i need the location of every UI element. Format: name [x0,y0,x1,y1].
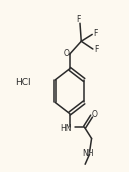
Text: HCl: HCl [15,78,31,87]
Text: F: F [76,15,81,24]
Text: HN: HN [61,124,72,133]
Text: F: F [93,29,98,38]
Text: O: O [63,49,69,58]
Text: O: O [92,110,98,119]
Text: F: F [94,45,98,53]
Text: NH: NH [83,149,94,158]
